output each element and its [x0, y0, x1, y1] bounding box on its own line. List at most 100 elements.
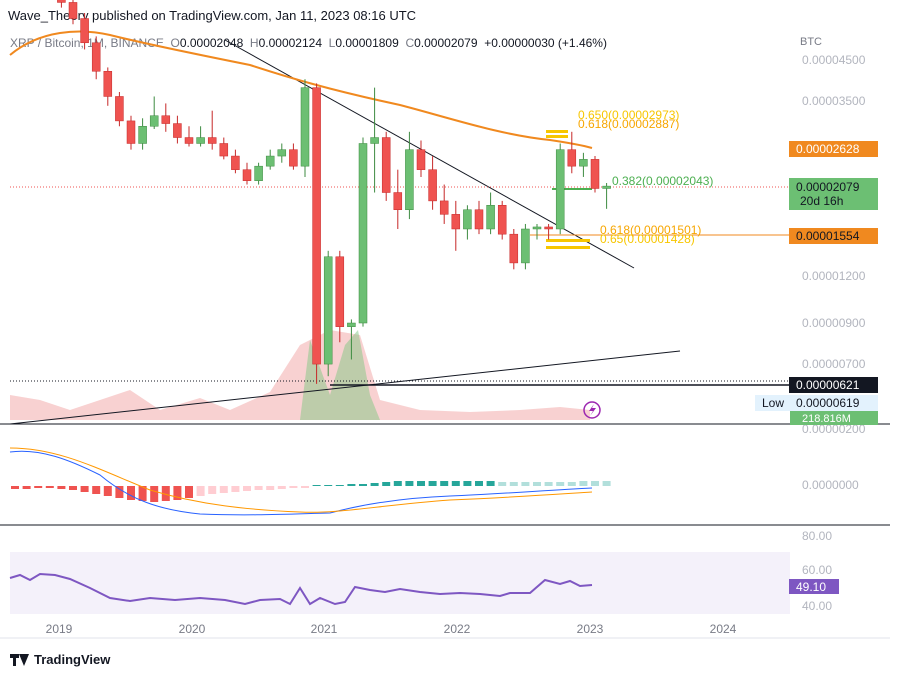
macd-bar	[533, 482, 541, 486]
volume-badge	[790, 411, 878, 425]
volume-area	[10, 330, 590, 420]
candle-body	[393, 192, 403, 210]
candle-body	[405, 149, 414, 210]
level-price-label-badge	[789, 228, 878, 244]
macd-bar	[591, 481, 599, 486]
macd-bar	[382, 482, 391, 486]
rsi-tick-label: 40.00	[802, 599, 832, 613]
candle-body	[544, 226, 553, 230]
macd-bar	[440, 481, 449, 486]
rsi-tick-label: 60.00	[802, 563, 832, 577]
macd-bar	[208, 486, 217, 494]
macd-bar	[92, 486, 101, 494]
change-value: +0.00000030 (+1.46%)	[484, 36, 607, 50]
y-tick-label: 0.00001200	[802, 269, 866, 283]
candle-body	[115, 96, 124, 122]
macd-bar	[556, 482, 565, 486]
macd-bar	[150, 486, 159, 502]
candle-body	[196, 137, 205, 144]
rsi-value: 49.10	[796, 580, 826, 594]
ma-price-label-badge	[789, 141, 878, 157]
candle-body	[335, 256, 345, 327]
macd-bar	[254, 486, 263, 490]
candle-body	[254, 165, 263, 181]
candle-body	[323, 256, 333, 365]
volume-label: 218.816M	[802, 413, 851, 425]
macd-bar	[115, 486, 124, 498]
macd-bar	[34, 486, 43, 488]
macd-bar	[359, 484, 367, 486]
candle-body	[91, 42, 101, 72]
x-tick-label: 2021	[311, 622, 338, 636]
rsi-band	[10, 552, 790, 614]
candle-body	[126, 120, 136, 144]
macd-bar	[498, 482, 507, 486]
countdown-label: 20d 16h	[800, 194, 843, 208]
macd-bar	[567, 482, 576, 486]
y-tick-label: 0.00003500	[802, 94, 866, 108]
candle-body	[219, 143, 229, 157]
macd-bar	[428, 481, 437, 486]
tradingview-logo-icon	[10, 653, 30, 666]
rsi-value-badge	[789, 579, 839, 594]
macd-bar	[11, 486, 19, 489]
candle-body	[242, 169, 252, 181]
macd-bar	[22, 486, 31, 489]
macd-bar	[289, 486, 298, 488]
y-axis-label: BTC	[800, 36, 822, 48]
macd-bar	[219, 486, 228, 493]
macd-bar	[451, 481, 460, 486]
macd-bar	[45, 486, 54, 488]
x-tick-label: 2019	[46, 622, 73, 636]
tradingview-footer: TradingView	[10, 652, 110, 667]
candle-body	[521, 228, 530, 264]
volume-area-up	[300, 330, 380, 420]
macd-bar	[417, 481, 425, 486]
y-tick-label: 0.00000200	[802, 422, 866, 436]
macd-bar	[127, 486, 135, 500]
fib-label: 0.618(0.00001501)	[600, 223, 701, 237]
x-tick-label: 2023	[577, 622, 604, 636]
low-line-price-label-badge	[789, 377, 878, 393]
fib-label: 0.382(0.00002043)	[612, 174, 713, 188]
macd-axis-label: 0.0000000	[802, 478, 859, 492]
ohlc-legend: XRP / Bitcoin, 1M, BINANCE O0.00002048 H…	[10, 36, 607, 50]
low-badge	[755, 395, 878, 411]
macd-bar	[602, 481, 611, 486]
candle-body	[555, 149, 565, 230]
candle-body	[173, 123, 182, 138]
macd-bar	[161, 486, 170, 501]
candle-body	[184, 137, 194, 144]
macd-bar	[243, 486, 251, 491]
macd-bar	[301, 486, 309, 488]
fib-marker	[546, 246, 590, 249]
macd-bar	[324, 485, 333, 486]
low-label: L	[328, 36, 336, 50]
macd-bar	[277, 486, 286, 489]
candle-body	[532, 226, 542, 230]
macd-line	[9, 450, 593, 516]
y-tick-label: 0.00000700	[802, 357, 866, 371]
candle-body	[265, 155, 275, 167]
x-tick-label: 2020	[179, 622, 206, 636]
candle-body	[579, 159, 588, 167]
macd-bar	[579, 481, 588, 486]
fib-label: 0.65(0.00001428)	[600, 232, 695, 246]
macd-bar	[521, 482, 530, 486]
macd-bar	[57, 486, 66, 489]
candle-body	[509, 233, 519, 264]
candle-body	[590, 159, 600, 189]
macd-bar	[335, 485, 344, 486]
close-label: C	[405, 36, 415, 50]
open-value: 0.00002048	[179, 36, 244, 50]
low-label: Low	[762, 396, 784, 410]
candle-body	[207, 137, 217, 144]
candle-body	[103, 71, 113, 97]
candle-body	[567, 149, 577, 167]
macd-bar	[231, 486, 240, 492]
candle-body	[602, 185, 611, 189]
macd-bar	[185, 486, 193, 498]
macd-bar	[312, 485, 321, 486]
candle-body	[80, 18, 89, 44]
